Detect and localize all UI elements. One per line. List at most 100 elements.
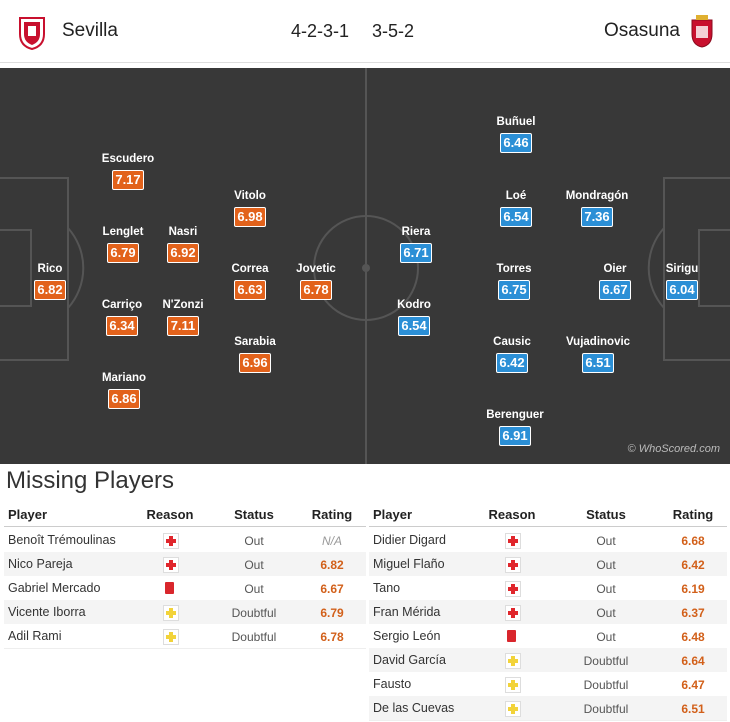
player-name: Rico [37, 263, 63, 275]
status: Doubtful [583, 702, 629, 716]
player-rating: 6.42 [496, 353, 528, 373]
column-header: Status [234, 507, 274, 522]
away-formation: 3-5-2 [372, 21, 415, 41]
player: Miguel Flaño [373, 557, 445, 571]
home-formation: 4-2-3-1 [291, 21, 350, 41]
column-header: Rating [672, 507, 714, 522]
reason-injury [505, 605, 521, 621]
table-row [369, 576, 727, 601]
column-header: Player [373, 507, 413, 522]
player-rating: 6.75 [498, 280, 530, 300]
rating: N/A [321, 534, 342, 548]
status: Out [244, 558, 264, 572]
reason-red-card [163, 581, 177, 595]
status: Out [244, 582, 264, 596]
player-rating: 6.63 [234, 280, 266, 300]
reason-doubtful [163, 605, 179, 621]
player: Fausto [373, 677, 412, 691]
reason-injury [505, 581, 521, 597]
player: Benoît Trémoulinas [8, 533, 116, 547]
player: Gabriel Mercado [8, 581, 101, 595]
status: Doubtful [583, 654, 629, 668]
player: Nico Pareja [8, 557, 73, 571]
reason-injury [163, 533, 179, 549]
player-rating: 7.17 [112, 170, 144, 190]
player-name: Carriço [101, 299, 143, 311]
rating: 6.64 [681, 654, 705, 668]
player-name: Escudero [101, 153, 155, 165]
watermark: © WhoScored.com [627, 443, 720, 455]
player-name: Nasri [168, 226, 198, 238]
reason-doubtful [505, 653, 521, 669]
player-rating: 6.96 [239, 353, 271, 373]
header-rule [4, 526, 366, 527]
player-name: Vujadinovic [565, 336, 631, 348]
table-row [369, 696, 727, 721]
reason-doubtful [505, 677, 521, 693]
player-name: Correa [231, 263, 269, 275]
rating: 6.68 [681, 534, 705, 548]
player-rating: 7.36 [581, 207, 613, 227]
status: Out [244, 534, 264, 548]
player-rating: 6.82 [34, 280, 66, 300]
column-header: Reason [488, 507, 536, 522]
status: Out [596, 630, 616, 644]
column-header: Rating [311, 507, 353, 522]
player-rating: 6.54 [500, 207, 532, 227]
reason-red-card [505, 629, 519, 643]
rating: 6.82 [320, 558, 344, 572]
player: Fran Mérida [373, 605, 441, 619]
rating: 6.19 [681, 582, 705, 596]
player-name: Loé [505, 190, 527, 202]
reason-doubtful [505, 701, 521, 717]
player-rating: 6.46 [500, 133, 532, 153]
player-rating: 6.98 [234, 207, 266, 227]
player: Tano [373, 581, 401, 595]
player-rating: 6.71 [400, 243, 432, 263]
player-name: Kodro [397, 299, 431, 311]
status: Out [596, 534, 616, 548]
player-name: Riera [401, 226, 431, 238]
status: Out [596, 606, 616, 620]
player-name: Berenguer [486, 409, 544, 421]
player-rating: 7.11 [167, 316, 199, 336]
rating: 6.67 [320, 582, 344, 596]
rating: 6.47 [681, 678, 705, 692]
player: Sergio León [373, 629, 441, 643]
home-logo [19, 17, 45, 50]
player-rating: 6.79 [107, 243, 139, 263]
player-name: Sarabia [234, 336, 276, 348]
player-rating: 6.86 [108, 389, 140, 409]
section-title: Missing Players [6, 467, 175, 494]
rating: 6.51 [681, 702, 705, 716]
player-name: Torres [496, 263, 532, 275]
player-name: Vitolo [234, 190, 266, 202]
status: Doubtful [231, 606, 277, 620]
player-rating: 6.91 [499, 426, 531, 446]
player-rating: 6.51 [582, 353, 614, 373]
player: David García [373, 653, 446, 667]
player: Adil Rami [8, 629, 62, 643]
header [0, 0, 730, 63]
player: De las Cuevas [373, 701, 455, 715]
player-name: Mondragón [565, 190, 629, 202]
player-name: Mariano [101, 372, 147, 384]
header-rule [369, 526, 727, 527]
reason-doubtful [163, 629, 179, 645]
column-header: Status [586, 507, 626, 522]
column-header: Reason [146, 507, 194, 522]
player-rating: 6.04 [666, 280, 698, 300]
rating: 6.79 [320, 606, 344, 620]
player-name: Buñuel [496, 116, 536, 128]
status: Out [596, 558, 616, 572]
player: Didier Digard [373, 533, 446, 547]
away-logo [691, 15, 713, 48]
table-row [4, 552, 366, 577]
player-rating: 6.92 [167, 243, 199, 263]
player-name: N'Zonzi [162, 299, 204, 311]
table-row [369, 672, 727, 697]
player-name: Jovetic [296, 263, 336, 275]
table-row [369, 648, 727, 673]
reason-injury [163, 557, 179, 573]
